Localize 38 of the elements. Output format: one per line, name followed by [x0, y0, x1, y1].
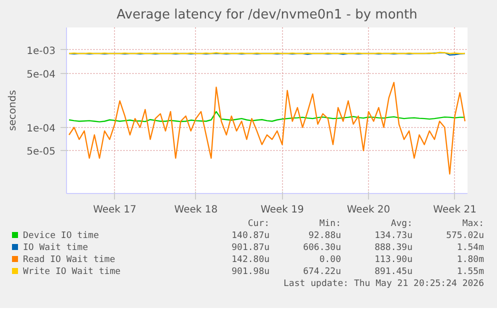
y-tick-label: 1e-03 — [26, 46, 56, 57]
text: 1.54m — [456, 242, 484, 254]
text: 134.73u — [374, 230, 412, 242]
y-tick-label: 5e-04 — [26, 69, 56, 80]
y-tick-label: 5e-05 — [26, 146, 56, 158]
y-tick-label: 1e-04 — [26, 123, 56, 134]
text: 92.88u — [308, 230, 342, 242]
text: 113.90u — [374, 254, 412, 266]
text: 0.00 — [318, 254, 342, 266]
x-tick-label: Week 17 — [93, 204, 136, 216]
text: Avg: — [390, 218, 412, 230]
line-series — [68, 82, 466, 175]
text: Max: — [461, 218, 484, 230]
chart-title: Average latency for /dev/nvme0n1 - by month — [116, 8, 418, 22]
text: 575.02u — [445, 230, 484, 242]
legend-label: Read IO Wait time — [22, 254, 116, 266]
text: 140.87u — [230, 230, 270, 242]
y-axis-title: seconds — [8, 90, 19, 131]
text: 674.22u — [302, 266, 342, 278]
line-series — [68, 110, 466, 122]
text: 1.80m — [456, 254, 484, 266]
text: 901.87u — [230, 242, 270, 254]
text: Last update: Thu May 21 20:25:24 2026 — [282, 278, 484, 290]
x-tick-label: Week 20 — [346, 204, 390, 216]
x-tick-label: Week 19 — [260, 204, 304, 216]
legend-label: Device IO time — [22, 230, 100, 242]
legend-label: IO Wait time — [22, 242, 90, 254]
legend-label: Write IO Wait time — [22, 266, 122, 278]
x-tick-label: Week 21 — [433, 204, 476, 216]
text: 142.80u — [230, 254, 270, 266]
text: Min: — [318, 218, 342, 230]
text: 888.39u — [374, 242, 412, 254]
text: 901.98u — [230, 266, 270, 278]
text: 891.45u — [374, 266, 412, 278]
x-tick-label: Week 18 — [174, 204, 218, 216]
text: 1.55m — [456, 266, 484, 278]
text: 606.30u — [302, 242, 342, 254]
text: Cur: — [246, 218, 270, 230]
